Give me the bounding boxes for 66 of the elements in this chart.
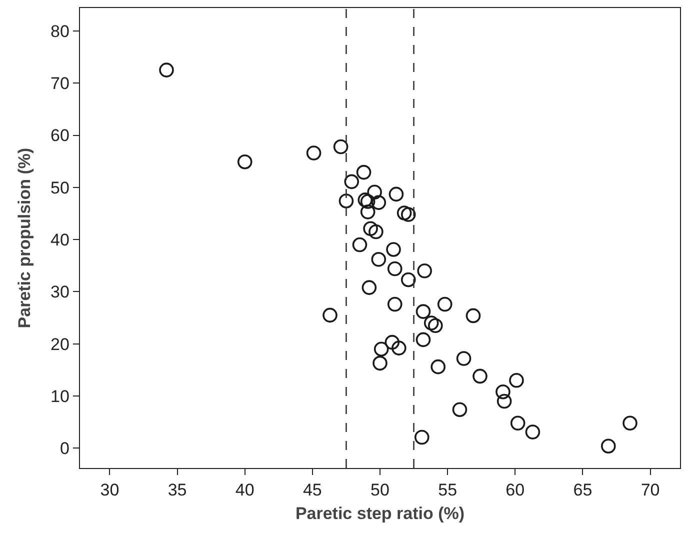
point: [456, 351, 472, 366]
y-tick-label: 30: [50, 282, 70, 302]
point: [306, 146, 322, 160]
point: [344, 174, 360, 190]
point: [356, 164, 372, 180]
point: [371, 195, 386, 210]
point: [372, 356, 388, 371]
point: [387, 261, 402, 276]
point: [472, 368, 488, 384]
point: [509, 372, 524, 388]
point: [622, 416, 638, 431]
x-tick-label: 30: [100, 480, 120, 500]
point: [388, 186, 404, 202]
point: [338, 194, 354, 208]
point: [387, 296, 402, 312]
point: [333, 139, 348, 154]
point: [510, 416, 526, 431]
point: [417, 263, 432, 278]
point: [430, 359, 446, 374]
point: [362, 280, 377, 295]
point: [159, 62, 174, 78]
point: [496, 384, 510, 400]
point: [437, 296, 452, 312]
x-tick-label: 40: [235, 480, 254, 500]
y-tick-label: 70: [50, 74, 70, 94]
y-tick-label: 50: [50, 178, 70, 198]
y-tick-label: 10: [50, 386, 70, 406]
point: [392, 340, 406, 356]
point: [416, 304, 431, 319]
x-tick-label: 65: [573, 480, 592, 500]
point: [400, 207, 416, 222]
x-tick-label: 55: [438, 480, 458, 500]
y-tick-label: 40: [50, 230, 70, 250]
y-tick-label: 80: [50, 22, 70, 41]
x-tick-label: 35: [168, 480, 187, 500]
point: [352, 237, 368, 252]
point: [384, 334, 400, 350]
point: [416, 332, 431, 348]
point: [428, 318, 443, 334]
point: [496, 394, 512, 409]
y-axis-title: Paretic propulsion (%): [15, 148, 34, 328]
point: [371, 252, 386, 267]
y-tick-label: 20: [50, 334, 70, 354]
point: [367, 184, 382, 200]
x-tick-label: 70: [640, 480, 660, 500]
point: [400, 272, 416, 288]
x-tick-label: 45: [302, 480, 322, 500]
point: [374, 342, 389, 356]
point: [424, 316, 439, 330]
x-tick-label: 50: [370, 480, 390, 500]
point: [452, 402, 468, 417]
point: [600, 438, 616, 454]
x-tick-label: 60: [506, 480, 525, 500]
y-tick-label: 60: [50, 126, 70, 146]
point: [386, 242, 401, 257]
point: [360, 204, 376, 220]
point: [368, 224, 384, 240]
point: [237, 154, 252, 170]
point: [525, 424, 540, 440]
y-tick-label: 0: [60, 439, 70, 458]
point: [466, 308, 481, 324]
point: [322, 308, 338, 323]
point: [363, 221, 378, 236]
x-axis-title: Paretic step ratio (%): [295, 504, 465, 523]
point: [414, 430, 430, 445]
point: [396, 206, 412, 220]
